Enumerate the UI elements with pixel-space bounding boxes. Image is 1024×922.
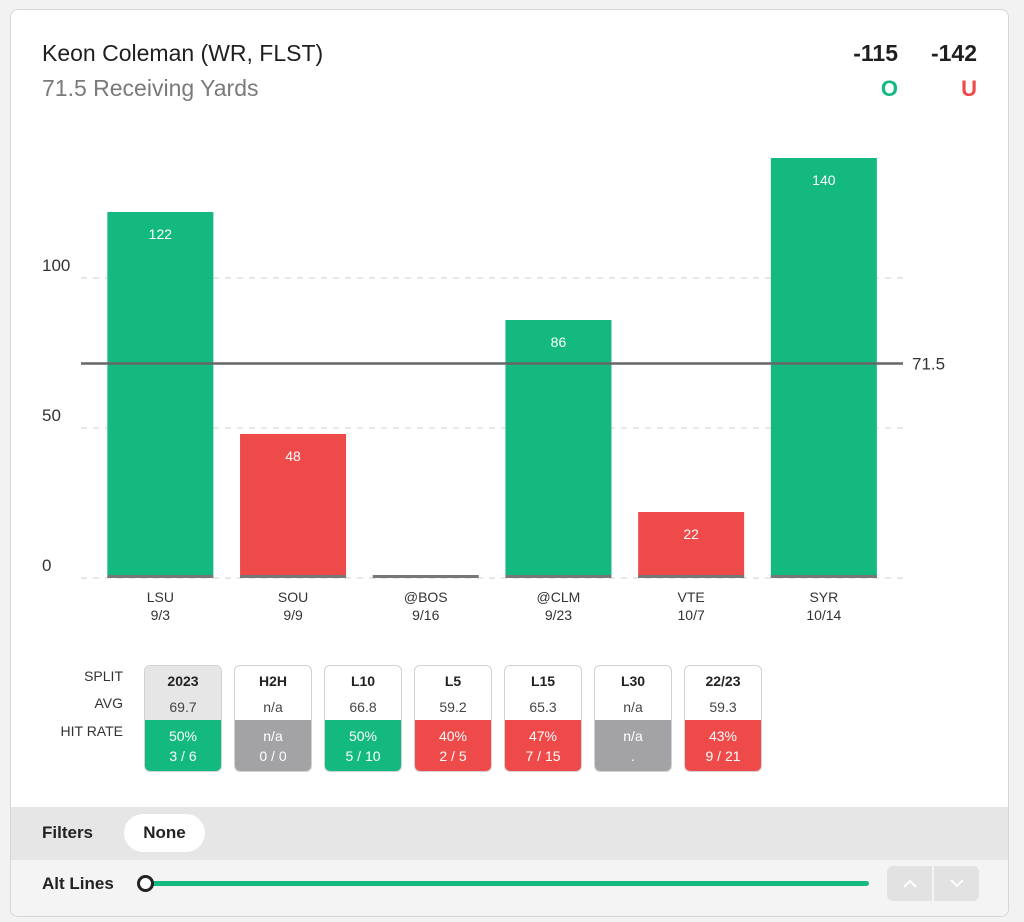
filters-label: Filters [42,823,94,842]
chevron-up-icon[interactable] [887,866,932,901]
hit-rate-percent: n/a [623,728,643,744]
game-log-bar-chart: 0 50 100 122 LSU 9/3 48 SOU 9/9 @BOS 9/16 86 @CLM 9/2… [42,158,945,623]
hit-rate-percent: 50% [348,728,378,744]
x-tick-opponent: VTE [678,589,705,605]
x-tick-opponent: LSU [147,589,174,605]
prop-line: 71.5 Receiving Yards [42,75,259,101]
player-name: Keon Coleman (WR, FLST) [42,40,324,66]
over-odds[interactable]: -115 [853,40,898,66]
over-label: O [880,76,898,101]
split-hit-rate: n/a. [595,720,671,771]
hit-rate-fraction: 2 / 5 [439,748,467,764]
split-tile[interactable]: L5 59.2 40% 2 / 5 [414,665,492,772]
bar [107,212,214,578]
x-tick-date: 9/23 [545,607,572,623]
y-tick-label: 0 [42,556,51,575]
bar-base [372,575,479,578]
split-tile[interactable]: 22/23 59.3 43% 9 / 21 [684,665,762,772]
alt-lines-slider-thumb[interactable] [137,875,154,892]
bar-value-label: 140 [812,172,836,188]
bar-base [770,575,877,578]
x-tick-opponent: @BOS [404,589,448,605]
split-avg: n/a [623,699,643,715]
split-tile[interactable]: 2023 69.7 50% 3 / 6 [144,665,222,772]
alt-lines-label: Alt Lines [42,874,114,893]
split-avg: 65.3 [529,699,557,715]
split-hit-rate: 40% 2 / 5 [415,720,491,771]
split-tile[interactable]: L10 66.8 50% 5 / 10 [324,665,402,772]
x-tick-date: 10/7 [678,607,705,623]
bar-base [240,575,347,578]
hit-rate-fraction: 7 / 15 [525,748,561,764]
hit-rate-fraction: 9 / 21 [705,748,741,764]
bar-base [107,575,214,578]
hit-rate-percent: 50% [168,728,198,744]
split-tile[interactable]: H2H n/a n/a 0 / 0 [234,665,312,772]
prop-line-label: 71.5 [912,355,945,374]
bar-value-label: 22 [683,526,699,542]
bar [505,320,612,578]
hit-rate-percent: 43% [708,728,738,744]
split-label: SPLIT [84,668,123,684]
x-tick-opponent: SYR [809,589,838,605]
hit-rate-percent: 47% [528,728,558,744]
split-name: L10 [350,673,376,689]
hit-rate-fraction: 5 / 10 [345,748,381,764]
split-tile[interactable]: L30 n/a n/a. [594,665,672,772]
stepper-divider [932,866,934,901]
split-name: L30 [620,673,646,689]
under-odds[interactable]: -142 [930,40,977,66]
filters-dropdown[interactable]: None [124,814,205,852]
bar [638,512,745,578]
x-tick-date: 9/16 [412,607,439,623]
alt-lines-bar: Alt Lines [11,860,1008,916]
hit-rate-fraction: 3 / 6 [169,748,197,764]
bar-value-label: 86 [551,334,567,350]
splits-section: SPLIT AVG HIT RATE 2023 69.7 50% 3 / 6 H2H n/… [11,665,1008,775]
split-name: 2023 [145,666,221,696]
split-avg: 69.7 [145,696,221,721]
split-name: H2H [258,673,287,689]
split-avg: 59.2 [439,699,467,715]
alt-lines-stepper [887,866,979,901]
y-tick-label: 50 [42,406,61,425]
split-name: L5 [444,673,462,689]
y-tick-label: 100 [42,256,70,275]
split-tile[interactable]: L15 65.3 47% 7 / 15 [504,665,582,772]
split-avg: 59.3 [709,699,737,715]
x-tick-date: 9/3 [151,607,171,623]
bar [770,158,877,578]
bar [240,434,347,578]
hit-rate-label: HIT RATE [60,723,124,739]
bar-value-label: 48 [285,448,301,464]
x-tick-date: 9/9 [283,607,303,623]
chevron-down-icon[interactable] [934,866,979,901]
bar-base [505,575,612,578]
hit-rate-fraction: 0 / 0 [259,748,287,764]
hit-rate-fraction: . [631,748,635,764]
bar-base [638,575,745,578]
alt-lines-slider-track[interactable] [147,881,869,886]
split-hit-rate: 50% 3 / 6 [145,720,221,771]
split-name: 22/23 [705,673,741,689]
split-hit-rate: 43% 9 / 21 [685,720,761,771]
hit-rate-percent: 40% [438,728,468,744]
bar-value-label: 122 [149,226,173,242]
split-avg: n/a [263,699,283,715]
split-hit-rate: 47% 7 / 15 [505,720,581,771]
split-hit-rate: 50% 5 / 10 [325,720,401,771]
split-name: L15 [530,673,556,689]
filters-bar: Filters None [11,807,1008,860]
prop-card: Keon Coleman (WR, FLST) 71.5 Receiving Y… [10,9,1009,917]
x-tick-opponent: @CLM [537,589,581,605]
avg-label: AVG [94,695,123,711]
hit-rate-percent: n/a [263,728,283,744]
split-avg: 66.8 [349,699,377,715]
x-tick-date: 10/14 [806,607,841,623]
under-label: U [961,76,977,101]
x-tick-opponent: SOU [278,589,308,605]
split-hit-rate: n/a 0 / 0 [235,720,311,771]
